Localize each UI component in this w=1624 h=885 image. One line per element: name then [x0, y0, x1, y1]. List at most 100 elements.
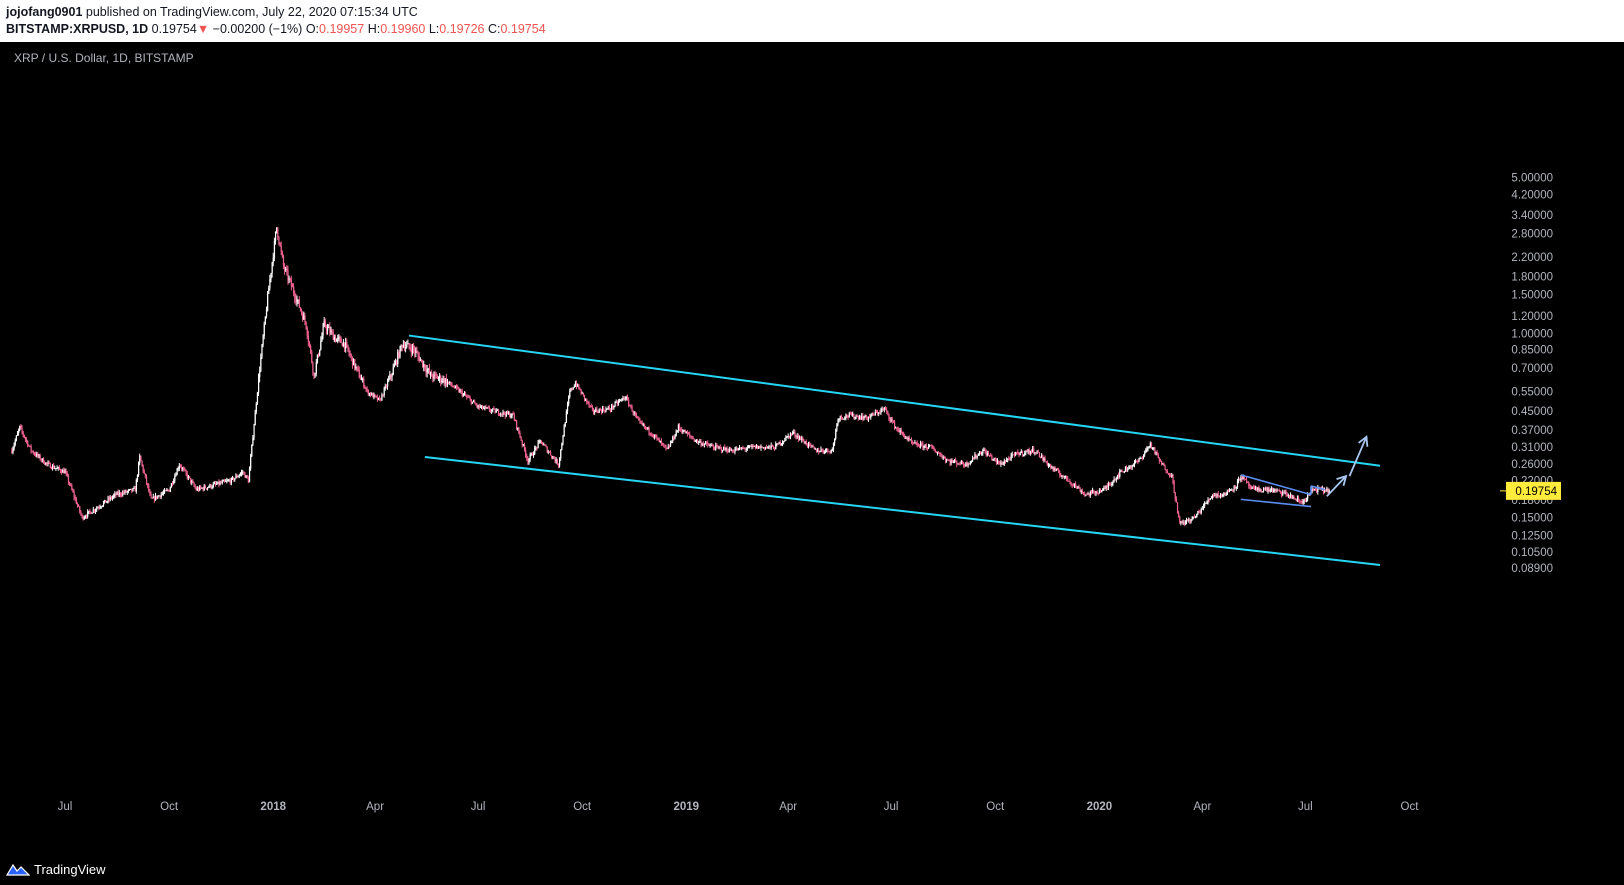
candle-body: [418, 355, 420, 362]
candle-body: [410, 348, 413, 353]
candle-body: [1304, 500, 1307, 502]
candle-body: [254, 412, 256, 426]
candle-body: [520, 437, 522, 441]
candle-body: [1068, 480, 1070, 482]
candle-body: [1131, 465, 1133, 468]
candle-body: [393, 364, 396, 368]
candle-body: [262, 336, 264, 345]
candle-body: [815, 448, 818, 452]
candle-body: [655, 434, 657, 437]
candle-body: [274, 232, 277, 242]
candle-body: [957, 463, 959, 465]
price-tick-label: 0.15000: [1511, 513, 1553, 525]
candle-body: [234, 478, 236, 481]
price-tick-label: 0.31000: [1511, 442, 1553, 454]
candle-body: [559, 458, 561, 466]
candle-body: [943, 456, 946, 458]
candle-body: [691, 436, 693, 439]
price-axis[interactable]: 5.00000 4.20000 3.40000 2.80000 2.20000 1.800…: [1500, 173, 1561, 576]
candle-body: [177, 468, 179, 470]
candle-body: [926, 448, 929, 450]
channel-upper-line[interactable]: [408, 334, 1381, 467]
candle-body: [673, 436, 675, 439]
candle-body: [607, 407, 609, 409]
candle-body: [294, 293, 296, 299]
candle-body: [243, 472, 245, 474]
candle-body: [487, 407, 489, 409]
candle-body: [982, 450, 984, 454]
candle-body: [66, 473, 68, 476]
candle-body: [1195, 517, 1197, 519]
candle-body: [230, 478, 233, 484]
tradingview-brand[interactable]: TradingView: [34, 862, 106, 877]
candle-body: [775, 444, 777, 450]
candle-body: [1193, 516, 1196, 518]
candle-body: [1009, 458, 1011, 460]
candle-body: [251, 444, 253, 457]
candle-body: [700, 441, 702, 445]
candle-body: [1081, 491, 1084, 493]
candle-body: [599, 409, 601, 411]
candle-body: [562, 436, 564, 444]
candle-body: [778, 442, 780, 445]
candle-body: [853, 413, 855, 419]
candle-body: [989, 455, 991, 457]
candle-body: [665, 445, 667, 448]
candle-body: [420, 359, 423, 361]
candle-body: [61, 471, 63, 473]
candle-body: [271, 262, 273, 274]
candle-body: [648, 427, 650, 433]
candle-body: [334, 337, 337, 342]
candle-body: [406, 344, 408, 347]
candle-body: [823, 452, 826, 454]
candle-body: [615, 401, 617, 403]
tradingview-logo-icon[interactable]: [5, 862, 31, 879]
candle-body: [432, 376, 434, 379]
candle-body: [977, 453, 979, 456]
wedge-upper-line[interactable]: [1240, 474, 1312, 496]
candle-body: [576, 383, 578, 387]
candle-body: [124, 490, 126, 493]
candle-body: [881, 409, 883, 411]
candle-body: [123, 492, 125, 494]
price-chart[interactable]: XRP / U.S. Dollar, 1D, BITSTAMP 5.00000 4…: [0, 42, 1624, 853]
candle-body: [991, 455, 993, 460]
flag-top-line[interactable]: [1310, 485, 1325, 491]
candle-body: [731, 450, 733, 452]
candle-body: [344, 342, 346, 349]
candle-body: [809, 442, 811, 444]
candle-body: [215, 483, 217, 485]
time-axis[interactable]: Jul Oct 2018 Apr Jul Oct 2019 Apr Jul Oct 2020 Apr J…: [58, 801, 1420, 813]
author-name[interactable]: jojofang0901: [6, 5, 83, 19]
candle-body: [742, 447, 744, 449]
candle-body: [882, 409, 884, 411]
candle-body: [829, 451, 831, 453]
candle-body: [1028, 449, 1030, 454]
candle-body: [238, 475, 240, 477]
candle-body: [88, 510, 90, 512]
candle-body: [65, 471, 67, 474]
breakout-arrow-1[interactable]: [1326, 475, 1347, 497]
candle-body: [1259, 489, 1261, 491]
candle-body: [556, 459, 558, 465]
candle-body: [573, 386, 575, 388]
candle-body: [837, 420, 839, 425]
candle-body: [965, 462, 967, 467]
candle-body: [963, 463, 965, 465]
candle-body: [490, 410, 492, 412]
candle-body: [73, 492, 75, 498]
candle-body: [656, 436, 658, 438]
candle-body: [1116, 474, 1119, 478]
candle-body: [942, 456, 944, 459]
candle-body: [817, 450, 819, 452]
candle-body: [1232, 489, 1234, 491]
channel-lower-line[interactable]: [424, 456, 1381, 566]
candle-body: [149, 491, 151, 494]
breakout-arrow-2[interactable]: [1348, 436, 1368, 477]
candle-body: [966, 462, 968, 466]
candle-body: [443, 378, 445, 384]
candle-body: [411, 346, 414, 353]
candle-body: [139, 455, 141, 464]
candle-body: [373, 394, 375, 398]
wedge-lower-line[interactable]: [1240, 498, 1312, 508]
